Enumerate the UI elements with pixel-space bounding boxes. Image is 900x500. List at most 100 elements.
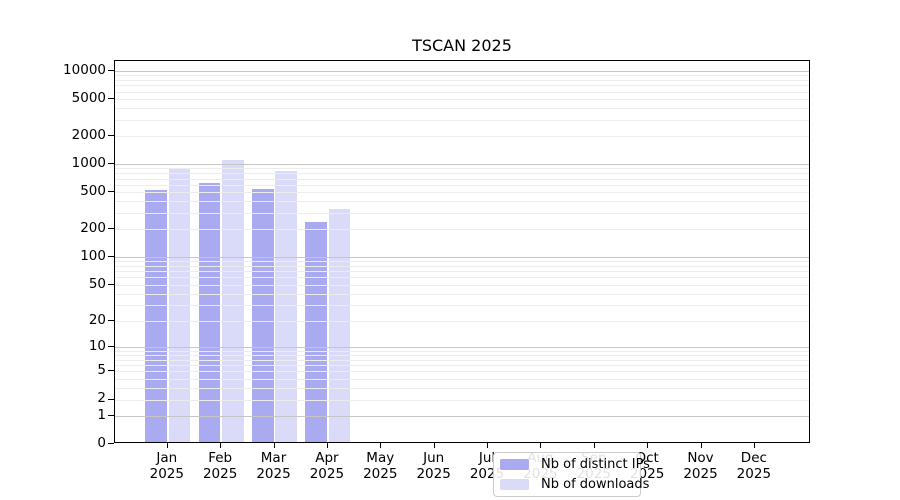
x-tick-mark (647, 443, 649, 448)
y-tick-mark (108, 345, 114, 347)
x-tick-mark (593, 443, 595, 448)
x-tick-label-jan: Jan 2025 (137, 450, 197, 482)
minor-gridline-70 (115, 271, 809, 273)
major-gridline-10000 (115, 70, 809, 72)
y-tick-mark (108, 163, 114, 165)
y-tick-label-100: 100 (80, 247, 106, 264)
x-tick-year: 2025 (256, 466, 291, 482)
minor-gridline-7000 (115, 85, 809, 87)
minor-gridline-3 (115, 387, 809, 389)
x-tick-year: 2025 (202, 466, 238, 482)
legend-item-distinct-ips: Nb of distinct IPs (500, 457, 650, 472)
major-gridline-10 (115, 346, 809, 348)
minor-gridline-4000 (115, 107, 809, 109)
chart-title: TSCAN 2025 (412, 36, 512, 55)
y-tick-label-2000: 2000 (71, 126, 106, 143)
y-tick-label-500: 500 (80, 183, 106, 200)
minor-gridline-50 (115, 284, 809, 286)
x-tick-mark (166, 443, 168, 448)
x-tick-label-jun: Jun 2025 (404, 450, 464, 482)
y-tick-label-2: 2 (97, 390, 106, 407)
minor-gridline-6000 (115, 91, 809, 93)
y-tick-mark (108, 414, 114, 416)
minor-gridline-200 (115, 229, 809, 231)
minor-gridline-500 (115, 192, 809, 194)
y-tick-mark (108, 191, 114, 193)
x-tick-mark (540, 443, 542, 448)
y-tick-label-1000: 1000 (71, 155, 106, 172)
x-tick-mark (433, 443, 435, 448)
x-tick-label-feb: Feb 2025 (190, 450, 250, 482)
x-tick-year: 2025 (416, 466, 451, 482)
minor-gridline-9 (115, 350, 809, 352)
minor-gridline-5000 (115, 98, 809, 100)
bar-distinct-ips-jan (145, 190, 167, 442)
y-tick-mark (108, 256, 114, 257)
minor-gridline-4 (115, 378, 809, 380)
minor-gridline-30 (115, 304, 809, 306)
y-tick-label-5000: 5000 (71, 89, 106, 106)
minor-gridline-7 (115, 359, 809, 361)
legend: Nb of distinct IPs Nb of downloads (493, 452, 650, 497)
minor-gridline-20 (115, 320, 809, 322)
y-tick-mark (108, 97, 114, 99)
x-tick-year: 2025 (363, 466, 398, 482)
major-gridline-1000 (115, 164, 809, 166)
major-gridline-100 (115, 257, 809, 258)
x-tick-mark (753, 443, 755, 448)
y-tick-label-20: 20 (88, 311, 106, 328)
x-tick-year: 2025 (736, 466, 772, 482)
x-tick-label-may: May 2025 (350, 450, 410, 482)
minor-gridline-300 (115, 212, 809, 214)
minor-gridline-700 (115, 178, 809, 180)
y-tick-mark (108, 135, 114, 136)
y-tick-mark (108, 398, 114, 400)
x-tick-mark (700, 443, 702, 448)
bar-downloads-mar (275, 170, 298, 442)
minor-gridline-800 (115, 173, 809, 175)
x-tick-mark (273, 443, 275, 448)
legend-item-downloads: Nb of downloads (500, 477, 649, 492)
minor-gridline-400 (115, 201, 809, 203)
x-tick-mark (326, 443, 328, 448)
y-tick-label-10000: 10000 (63, 61, 106, 78)
bar-distinct-ips-apr (305, 221, 328, 442)
minor-gridline-90 (115, 261, 809, 263)
minor-gridline-40 (115, 293, 809, 295)
x-tick-year: 2025 (149, 466, 184, 482)
minor-gridline-3000 (115, 119, 809, 121)
y-tick-mark (108, 228, 114, 230)
minor-gridline-6 (115, 365, 809, 367)
minor-gridline-900 (115, 168, 809, 170)
legend-label: Nb of downloads (541, 477, 650, 492)
legend-swatch-icon (500, 479, 529, 490)
y-tick-mark (108, 69, 114, 71)
legend-swatch-icon (500, 459, 529, 470)
x-tick-mark (380, 443, 382, 448)
x-tick-label-apr: Apr 2025 (297, 450, 357, 482)
major-gridline-1 (115, 415, 809, 417)
bar-distinct-ips-mar (252, 189, 274, 442)
minor-gridline-60 (115, 277, 809, 279)
y-tick-mark (108, 370, 114, 372)
y-tick-label-50: 50 (88, 275, 106, 292)
minor-gridline-2000 (115, 136, 809, 137)
minor-gridline-8000 (115, 79, 809, 81)
minor-gridline-2 (115, 399, 809, 401)
minor-gridline-9000 (115, 75, 809, 77)
x-tick-label-dec: Dec 2025 (724, 450, 784, 482)
minor-gridline-80 (115, 265, 809, 267)
x-tick-label-mar: Mar 2025 (244, 450, 304, 482)
bar-downloads-apr (328, 208, 351, 442)
x-tick-mark (487, 443, 488, 448)
x-tick-year: 2025 (683, 466, 718, 482)
bar-distinct-ips-feb (198, 182, 221, 442)
x-tick-label-nov: Nov 2025 (671, 450, 731, 482)
y-tick-label-200: 200 (80, 220, 106, 237)
y-tick-mark (108, 443, 114, 444)
y-tick-mark (108, 283, 114, 285)
y-tick-label-1: 1 (97, 406, 106, 423)
y-tick-mark (108, 319, 114, 321)
x-tick-year: 2025 (309, 466, 345, 482)
